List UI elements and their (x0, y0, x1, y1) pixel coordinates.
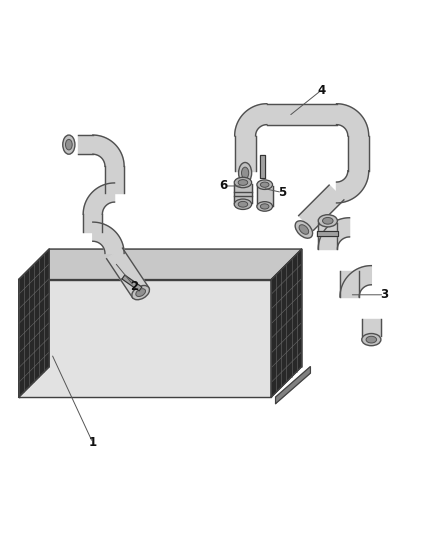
Ellipse shape (63, 135, 75, 154)
Text: 2: 2 (130, 280, 138, 293)
Ellipse shape (241, 167, 249, 179)
Polygon shape (336, 104, 369, 136)
Polygon shape (122, 275, 142, 291)
Ellipse shape (260, 204, 269, 209)
Polygon shape (276, 367, 311, 403)
Ellipse shape (238, 180, 248, 185)
Polygon shape (93, 222, 124, 254)
Polygon shape (362, 319, 381, 336)
Ellipse shape (238, 201, 248, 207)
Polygon shape (267, 104, 336, 125)
Ellipse shape (299, 225, 309, 235)
Ellipse shape (260, 182, 269, 187)
Ellipse shape (234, 177, 252, 188)
Ellipse shape (318, 215, 337, 227)
Polygon shape (78, 135, 93, 154)
Ellipse shape (239, 163, 252, 183)
Text: 5: 5 (278, 186, 286, 199)
Polygon shape (106, 248, 148, 298)
Polygon shape (234, 184, 252, 204)
Polygon shape (93, 135, 124, 166)
Polygon shape (235, 136, 255, 171)
Ellipse shape (136, 289, 145, 296)
Polygon shape (19, 279, 271, 397)
Polygon shape (348, 136, 369, 171)
Ellipse shape (66, 139, 72, 150)
Polygon shape (299, 185, 344, 230)
Polygon shape (318, 218, 350, 249)
Ellipse shape (234, 199, 252, 209)
Ellipse shape (322, 217, 333, 224)
Polygon shape (235, 104, 267, 136)
Ellipse shape (257, 201, 272, 211)
Text: 3: 3 (380, 288, 389, 301)
Ellipse shape (295, 221, 313, 238)
Ellipse shape (132, 286, 149, 300)
Polygon shape (83, 183, 115, 214)
Polygon shape (340, 271, 359, 297)
Ellipse shape (362, 334, 381, 346)
Ellipse shape (366, 336, 377, 343)
Polygon shape (83, 214, 102, 232)
Polygon shape (19, 249, 49, 397)
Polygon shape (336, 171, 369, 203)
Polygon shape (318, 223, 337, 249)
Polygon shape (105, 166, 124, 192)
Text: 6: 6 (219, 180, 227, 192)
Polygon shape (260, 155, 265, 177)
Text: 1: 1 (89, 437, 97, 449)
Polygon shape (318, 231, 338, 236)
Polygon shape (257, 186, 272, 206)
Polygon shape (271, 249, 302, 397)
Polygon shape (19, 249, 302, 279)
Polygon shape (340, 265, 371, 297)
Text: 4: 4 (317, 84, 325, 96)
Ellipse shape (257, 180, 272, 189)
